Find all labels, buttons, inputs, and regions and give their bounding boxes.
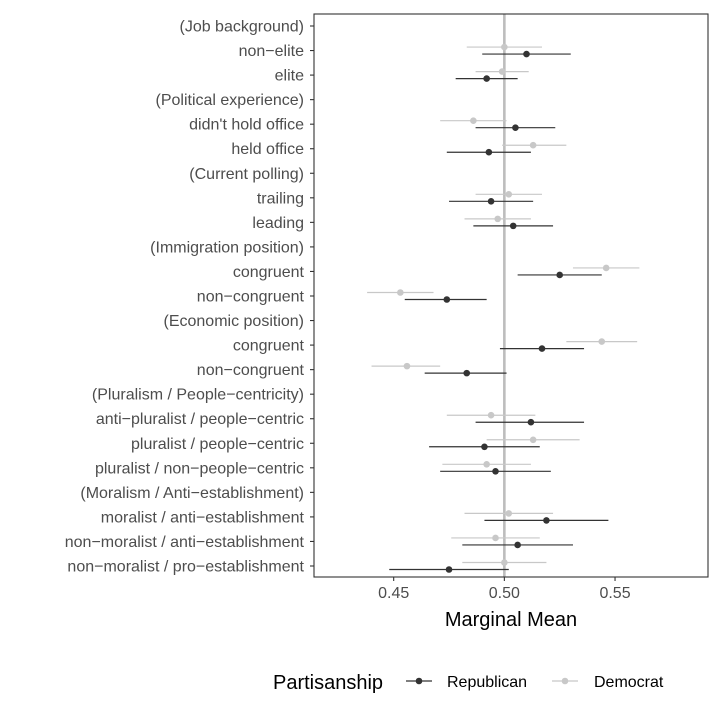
point-republican — [523, 50, 530, 58]
category-label: non−moralist / anti−establishment — [65, 534, 305, 551]
point-democrat — [403, 362, 411, 370]
category-label: (Economic position) — [164, 313, 305, 330]
category-label: (Immigration position) — [150, 239, 304, 256]
x-axis-ticks: 0.45 0.50 0.55 — [378, 577, 631, 602]
point-democrat — [529, 141, 537, 149]
x-tick-label: 0.50 — [489, 585, 520, 602]
point-democrat — [397, 289, 404, 296]
panel-border — [313, 13, 709, 578]
point-republican — [527, 418, 535, 426]
point-republican — [443, 296, 451, 303]
plot-marks — [367, 43, 640, 573]
point-republican — [483, 75, 490, 82]
point-democrat — [487, 411, 495, 419]
point-republican — [556, 271, 563, 279]
legend: Partisanship Republican Democrat — [273, 672, 664, 694]
category-label: non−congruent — [197, 362, 305, 379]
point-democrat — [602, 264, 610, 272]
category-label: (Pluralism / People−centricity) — [92, 387, 304, 404]
y-axis-ticks — [310, 25, 314, 567]
category-label: non−elite — [239, 43, 304, 60]
point-democrat — [529, 436, 537, 444]
point-republican — [492, 468, 499, 475]
point-democrat — [494, 215, 502, 223]
point-republican — [538, 345, 546, 352]
category-label: (Job background) — [179, 19, 304, 36]
category-label: held office — [231, 141, 304, 158]
point-democrat — [498, 68, 506, 75]
point-republican — [481, 443, 488, 451]
point-democrat — [501, 43, 508, 51]
legend-key-point — [561, 677, 569, 685]
category-label: moralist / anti−establishment — [101, 509, 305, 526]
category-labels: (Job background) non−elite elite (Political… — [65, 19, 305, 576]
category-label: leading — [252, 215, 304, 232]
legend-label-republican: Republican — [447, 674, 527, 691]
category-label: (Current polling) — [189, 166, 304, 183]
category-label: (Moralism / Anti−establishment) — [80, 485, 304, 502]
point-democrat — [598, 338, 606, 345]
point-republican — [445, 566, 453, 573]
point-democrat — [505, 510, 513, 517]
category-label: (Political experience) — [155, 92, 304, 109]
legend-label-democrat: Democrat — [594, 674, 664, 691]
x-tick-label: 0.55 — [599, 585, 630, 602]
category-label: congruent — [233, 264, 305, 281]
category-label: elite — [275, 68, 304, 85]
legend-title: Partisanship — [273, 672, 383, 694]
x-tick-label: 0.45 — [378, 585, 409, 602]
point-democrat — [505, 191, 513, 198]
category-label: pluralist / non−people−centric — [95, 460, 304, 477]
point-republican — [463, 369, 471, 377]
point-republican — [514, 541, 521, 549]
category-label: didn't hold office — [189, 117, 304, 134]
legend-key-point — [415, 677, 423, 685]
point-republican — [485, 148, 493, 156]
category-label: trailing — [257, 190, 304, 207]
category-label: non−congruent — [197, 289, 305, 306]
point-republican — [543, 517, 550, 524]
category-label: non−moralist / pro−establishment — [67, 559, 304, 576]
category-label: congruent — [233, 338, 305, 355]
x-axis-title: Marginal Mean — [445, 609, 577, 631]
point-democrat — [501, 559, 508, 566]
point-democrat — [492, 534, 499, 542]
point-democrat — [483, 461, 490, 468]
point-republican — [487, 198, 495, 205]
point-democrat — [470, 117, 477, 124]
point-republican — [509, 222, 517, 230]
category-label: anti−pluralist / people−centric — [96, 411, 304, 428]
category-label: pluralist / people−centric — [131, 436, 304, 453]
point-republican — [512, 124, 519, 131]
